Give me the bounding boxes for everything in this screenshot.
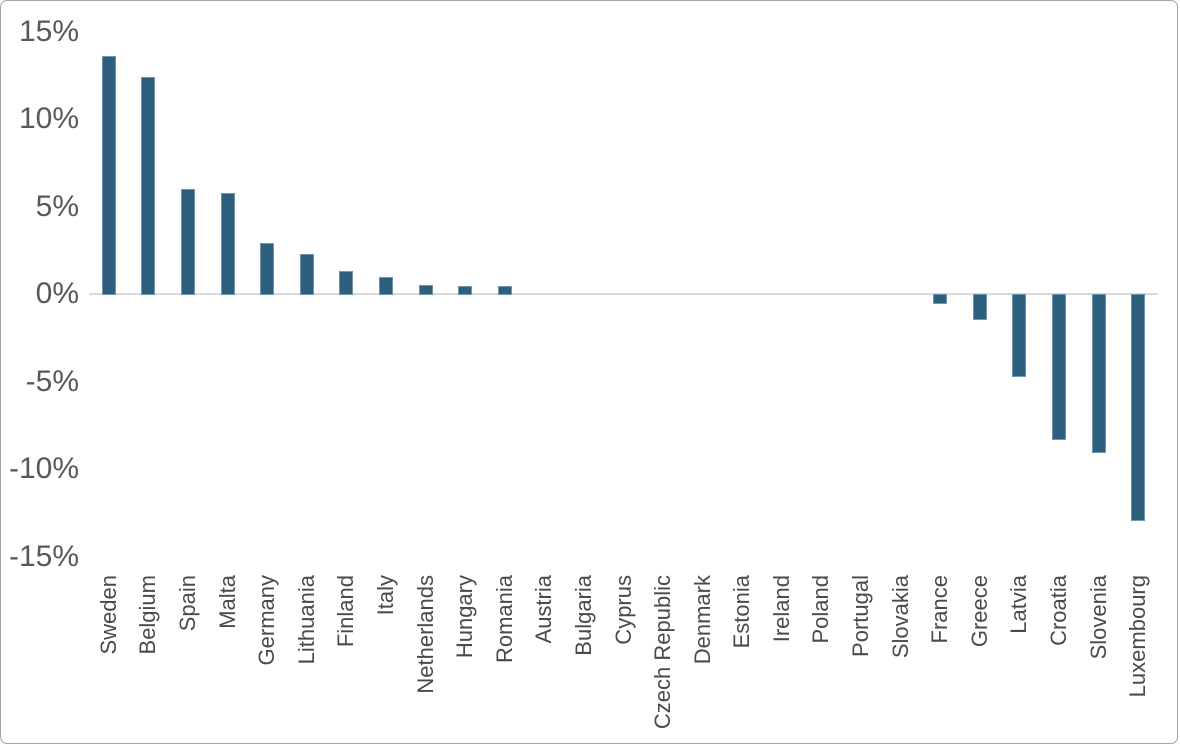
x-axis-category-label: Luxembourg — [1125, 575, 1151, 698]
bar-netherlands — [418, 285, 433, 295]
x-axis-category-label: Hungary — [452, 575, 478, 659]
x-axis-category-label: Austria — [531, 575, 557, 644]
x-axis-category-label: Bulgaria — [570, 575, 596, 656]
y-axis-tick-label: 5% — [35, 189, 79, 223]
x-axis-category-label: Estonia — [729, 575, 755, 649]
x-axis-category-label: Cyprus — [610, 575, 636, 645]
x-axis-category-label: Poland — [808, 575, 834, 644]
x-axis-line — [89, 293, 1158, 295]
bar-lithuania — [299, 253, 314, 295]
x-axis-category-label: Belgium — [135, 575, 161, 655]
y-axis-tick-label: 0% — [35, 277, 79, 310]
bar-france — [933, 294, 948, 304]
x-axis-category-label: Lithuania — [293, 575, 319, 665]
bar-belgium — [141, 77, 156, 295]
x-axis-category-label: Croatia — [1046, 575, 1072, 646]
bar-germany — [260, 243, 275, 295]
bar-luxembourg — [1131, 294, 1146, 521]
bar-latvia — [1012, 294, 1027, 378]
y-axis-tick-label: -10% — [8, 452, 79, 485]
x-axis-category-label: Finland — [333, 575, 359, 648]
y-axis-tick-label: 10% — [18, 102, 79, 135]
x-axis-category-label: Czech Republic — [650, 575, 676, 730]
x-axis-category-label: Netherlands — [412, 575, 438, 694]
x-axis-category-label: Portugal — [848, 575, 874, 657]
bar-sweden — [101, 56, 116, 295]
x-axis-category-label: Germany — [254, 575, 280, 666]
x-axis-category-label: Spain — [174, 575, 200, 632]
x-axis-category-label: Greece — [966, 575, 992, 648]
bar-romania — [497, 286, 512, 295]
x-axis-category-label: Italy — [372, 575, 398, 616]
y-axis-tick-label: -5% — [25, 364, 79, 398]
y-axis-tick-label: -15% — [8, 539, 79, 573]
bar-greece — [972, 294, 987, 321]
bar-croatia — [1052, 294, 1067, 441]
x-axis-category-label: Romania — [491, 575, 517, 664]
bar-hungary — [458, 286, 473, 295]
x-axis-category-label: Slovenia — [1085, 575, 1111, 660]
bar-slovenia — [1091, 294, 1106, 453]
bar-malta — [220, 192, 235, 295]
bar-spain — [180, 189, 195, 295]
x-axis-category-label: Malta — [214, 575, 240, 629]
x-axis-category-label: Sweden — [95, 575, 121, 655]
x-axis-category-label: France — [927, 575, 953, 644]
y-axis-tick-label: 15% — [18, 14, 79, 48]
x-axis-category-label: Ireland — [768, 575, 794, 643]
x-axis-category-label: Slovakia — [887, 575, 913, 659]
x-axis-category-label: Denmark — [689, 575, 715, 665]
bar-italy — [378, 276, 393, 295]
x-axis-category-label: Latvia — [1006, 575, 1032, 634]
bar-finland — [339, 271, 354, 295]
